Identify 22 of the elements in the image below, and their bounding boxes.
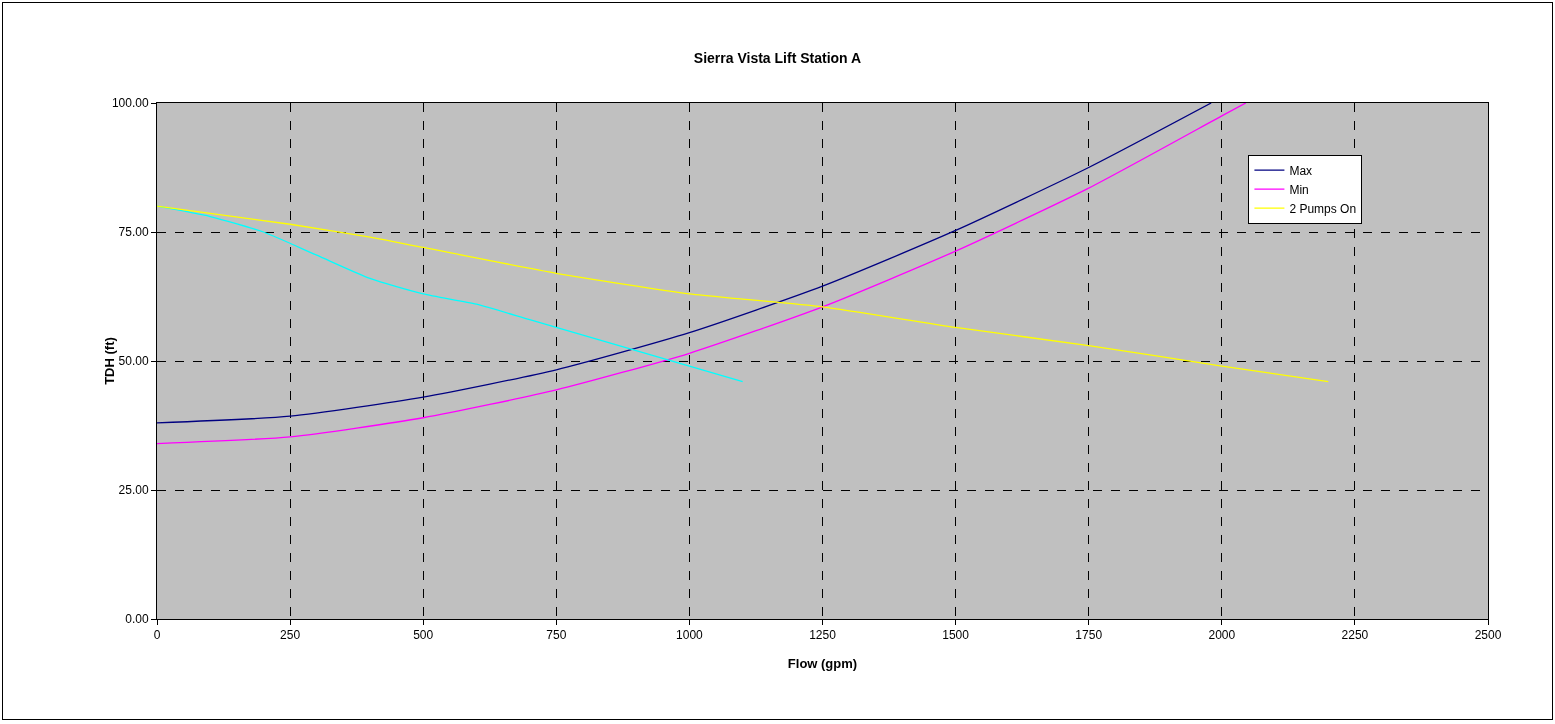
y-tick-label: 100.00 (111, 96, 149, 111)
x-tick-label: 1750 (1075, 628, 1103, 643)
y-axis-title: TDH (ft) (101, 337, 117, 385)
x-tick-label: 2250 (1341, 628, 1369, 643)
x-tick-label: 2000 (1208, 628, 1236, 643)
x-tick-label: 0 (153, 628, 161, 643)
x-tick-label: 1000 (676, 628, 704, 643)
x-axis-title: Flow (gpm) (787, 656, 858, 671)
x-tick-label: 1500 (942, 628, 970, 643)
y-tick-label: 50.00 (118, 354, 149, 369)
x-tick-label: 2500 (1474, 628, 1502, 643)
legend-label: Max (1289, 163, 1313, 178)
legend-label: 2 Pumps On (1289, 201, 1357, 216)
x-tick-label: 1250 (809, 628, 837, 643)
x-tick-label: 750 (546, 628, 567, 643)
legend-label: Min (1289, 182, 1309, 197)
x-tick-label: 500 (413, 628, 434, 643)
chart-title: Sierra Vista Lift Station A (693, 49, 862, 66)
y-tick-label: 25.00 (118, 483, 149, 498)
y-tick-label: 75.00 (118, 225, 149, 240)
y-tick-label: 0.00 (125, 612, 149, 627)
x-tick-label: 250 (280, 628, 301, 643)
